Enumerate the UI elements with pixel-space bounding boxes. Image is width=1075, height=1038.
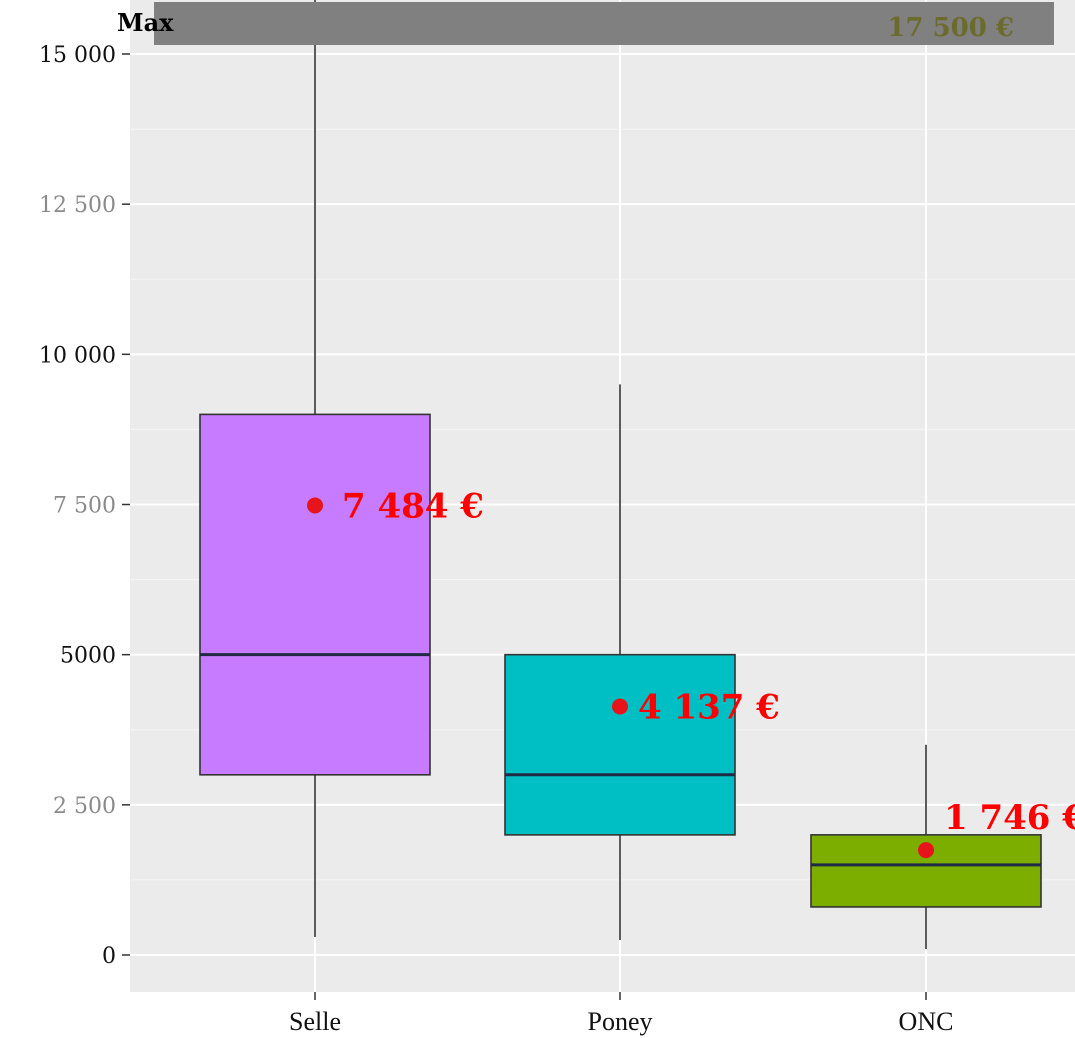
y-tick-label-3: 7 500 [53, 494, 116, 519]
mean-dot-poney [612, 698, 628, 715]
max-banner-label: Max [117, 8, 174, 37]
mean-markers: 7 484 € 4 137 € 1 746 € [307, 486, 1075, 859]
x-tick-label-poney: Poney [588, 1007, 653, 1036]
x-tick-label-onc: ONC [899, 1007, 954, 1036]
mean-dot-onc [918, 842, 934, 859]
x-axis: Selle Poney ONC [289, 992, 953, 1036]
box-poney [504, 653, 736, 836]
y-tick-label-4: 10 000 [39, 343, 116, 368]
max-banner-value: 17 500 € [887, 13, 1014, 43]
mean-label-selle: 7 484 € [342, 486, 484, 526]
max-banner-bar [154, 2, 1054, 45]
y-tick-label-1: 2 500 [53, 794, 116, 819]
y-axis: 0 2 500 5000 7 500 10 000 12 500 15 000 [39, 43, 130, 969]
y-tick-label-5: 12 500 [39, 193, 116, 218]
mean-label-poney: 4 137 € [638, 688, 780, 728]
x-tick-label-selle: Selle [289, 1007, 341, 1036]
y-tick-label-0: 0 [102, 944, 116, 969]
box-selle [199, 413, 431, 776]
y-tick-label-6: 15 000 [39, 43, 116, 68]
max-banner: Max 17 500 € [117, 2, 1054, 45]
mean-dot-selle [307, 497, 323, 514]
y-tick-label-2: 5000 [60, 644, 116, 669]
box-series [199, 0, 1042, 949]
mean-label-onc: 1 746 € [944, 798, 1075, 838]
